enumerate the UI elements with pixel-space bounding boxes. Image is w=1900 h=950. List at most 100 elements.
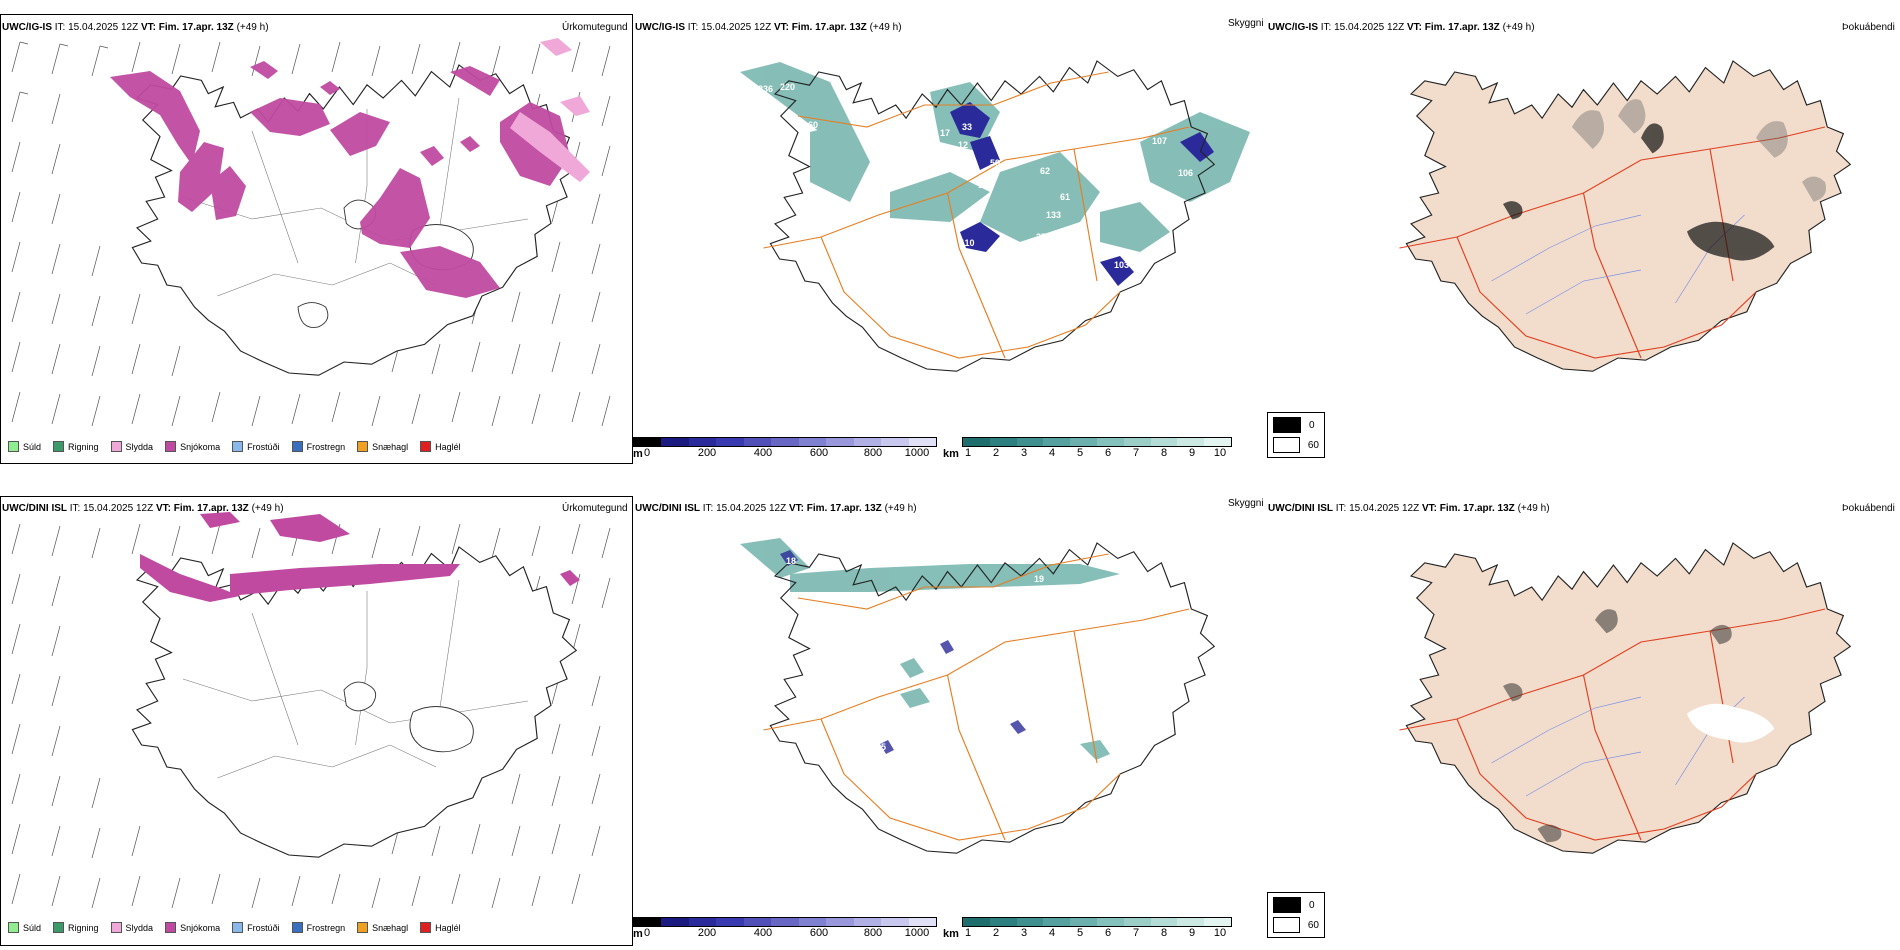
legend-item: Snjókoma xyxy=(165,922,220,933)
legend-swatch xyxy=(232,922,244,933)
it-label: IT: xyxy=(1320,22,1332,33)
tick: 2 xyxy=(992,447,1000,459)
legend-swatch xyxy=(110,922,122,933)
tick: 10 xyxy=(1213,447,1227,459)
legend-label: Frostregn xyxy=(306,441,346,452)
it-label: IT: xyxy=(1335,503,1347,514)
cloud-label: 82 xyxy=(1050,694,1060,704)
visibility-ticks: 1 2 3 4 5 6 7 8 9 10 xyxy=(962,927,1232,939)
legend-swatch xyxy=(232,441,244,452)
tick: 400 xyxy=(753,447,773,459)
tick: 8 xyxy=(1160,927,1168,939)
vt-value: Fim. 17.apr. 13Z xyxy=(1439,503,1515,514)
fog-key-row: 60 xyxy=(1273,437,1319,453)
legend-label: Snjókoma xyxy=(180,922,221,933)
cloudbase-bar-top: 0 200 400 600 800 1000 xyxy=(633,437,937,459)
legend-item: Haglél xyxy=(420,922,461,933)
lead-time: (+49 h) xyxy=(1517,503,1550,514)
tick: 7 xyxy=(1132,927,1140,939)
visibility-bar-top: 1 2 3 4 5 6 7 8 9 10 xyxy=(962,437,1232,459)
panel-title-precip-bottom: Úrkomutegund xyxy=(562,503,628,514)
cloud-base-labels: 236 220 60 16 17 33 12 59 148 145 107 40… xyxy=(758,82,1193,272)
cloudbase-bar-bottom: 0 200 400 600 800 1000 xyxy=(633,917,937,939)
visibility-unit-bottom: km xyxy=(943,928,959,940)
legend-item: Frostregn xyxy=(291,441,346,452)
visibility-bar-bottom: 1 2 3 4 5 6 7 8 9 10 xyxy=(962,917,1232,939)
precip-panel-top xyxy=(0,14,633,464)
cloud-label: 131 xyxy=(872,262,887,272)
cloudbase-swatches xyxy=(633,437,937,447)
cloud-label: 33 xyxy=(962,122,972,132)
cloud-label: 59 xyxy=(990,158,1000,168)
fog-map-bottom xyxy=(1399,542,1851,854)
legend-item: Rigning xyxy=(53,922,99,933)
legend-swatch xyxy=(357,441,369,452)
precip-map-top xyxy=(11,38,611,427)
tick: 6 xyxy=(1104,447,1112,459)
legend-item: Frostregn xyxy=(291,922,345,933)
tick: 9 xyxy=(1188,447,1196,459)
panel-title-visibility-bottom: Skyggni xyxy=(1228,498,1264,509)
cloud-label: 107 xyxy=(1152,136,1167,146)
lead-time: (+49 h) xyxy=(884,503,917,514)
legend-swatch xyxy=(165,922,177,933)
tick: 6 xyxy=(1104,927,1112,939)
precip-map-bottom xyxy=(11,512,611,909)
visibility-swatches xyxy=(962,917,1232,927)
cloud-label: 220 xyxy=(780,82,795,92)
model-name: UWC/IG-IS xyxy=(1268,22,1318,33)
vt-label: VT: xyxy=(140,22,156,33)
cloud-label: 61 xyxy=(1060,192,1070,202)
it-value: 15.04.2025 12Z xyxy=(701,22,772,33)
visibility-unit-top: km xyxy=(943,448,959,460)
fog-key-label: 60 xyxy=(1307,439,1319,451)
tick: 1 xyxy=(964,927,972,939)
legend-item: Slydda xyxy=(110,922,153,933)
cloud-label: 236 xyxy=(758,84,773,94)
fog-key-row: 0 xyxy=(1273,417,1319,433)
cloud-base-labels: 18 19 82 25 xyxy=(786,556,1060,752)
vt-value: Fim. 17.apr. 13Z xyxy=(1424,22,1500,33)
it-value: 15.04.2025 12Z xyxy=(1334,22,1405,33)
it-value: 15.04.2025 12Z xyxy=(68,22,139,33)
tick: 2 xyxy=(992,927,1000,939)
legend-label: Haglél xyxy=(435,922,461,933)
legend-item: Rigning xyxy=(53,441,99,452)
vt-value: Fim. 17.apr. 13Z xyxy=(173,503,249,514)
vt-value: Fim. 17.apr. 13Z xyxy=(791,22,867,33)
cloudbase-unit-top: m xyxy=(633,448,643,460)
tick: 9 xyxy=(1188,927,1196,939)
vt-value: Fim. 17.apr. 13Z xyxy=(158,22,234,33)
visibility-ticks: 1 2 3 4 5 6 7 8 9 10 xyxy=(962,447,1232,459)
it-label: IT: xyxy=(702,503,714,514)
legend-item: Súld xyxy=(8,441,41,452)
model-name: UWC/DINI ISL xyxy=(1268,503,1333,514)
it-value: 15.04.2025 12Z xyxy=(83,503,154,514)
fog-map-top xyxy=(1399,60,1851,372)
cloud-label: 60 xyxy=(808,120,818,130)
legend-label: Snæhagl xyxy=(372,441,409,452)
legend-label: Snæhagl xyxy=(372,922,409,933)
legend-label: Slydda xyxy=(125,441,154,452)
tick: 5 xyxy=(1076,927,1084,939)
tick: 600 xyxy=(809,447,829,459)
tick: 1000 xyxy=(904,927,930,939)
legend-label: Súld xyxy=(23,922,42,933)
tick: 4 xyxy=(1048,447,1056,459)
panel-title-fog-bottom: Þokuábendi xyxy=(1842,503,1895,514)
legend-label: Frostúði xyxy=(247,441,280,452)
visibility-map-top: 236 220 60 16 17 33 12 59 148 145 107 40… xyxy=(740,60,1250,372)
legend-item: Frostúði xyxy=(232,441,280,452)
cloud-label: 37 xyxy=(1036,232,1046,242)
legend-swatch xyxy=(8,922,19,933)
legend-swatch xyxy=(291,441,303,452)
legend-swatch xyxy=(53,441,65,452)
tick: 1000 xyxy=(904,447,930,459)
vt-value: Fim. 17.apr. 13Z xyxy=(806,503,882,514)
model-name: UWC/IG-IS xyxy=(635,22,685,33)
legend-swatch xyxy=(420,922,432,933)
tick: 600 xyxy=(809,927,829,939)
cloud-label: 236 xyxy=(996,252,1011,262)
low-cloud-areas xyxy=(950,102,1214,286)
cloud-label: 12 xyxy=(958,140,968,150)
